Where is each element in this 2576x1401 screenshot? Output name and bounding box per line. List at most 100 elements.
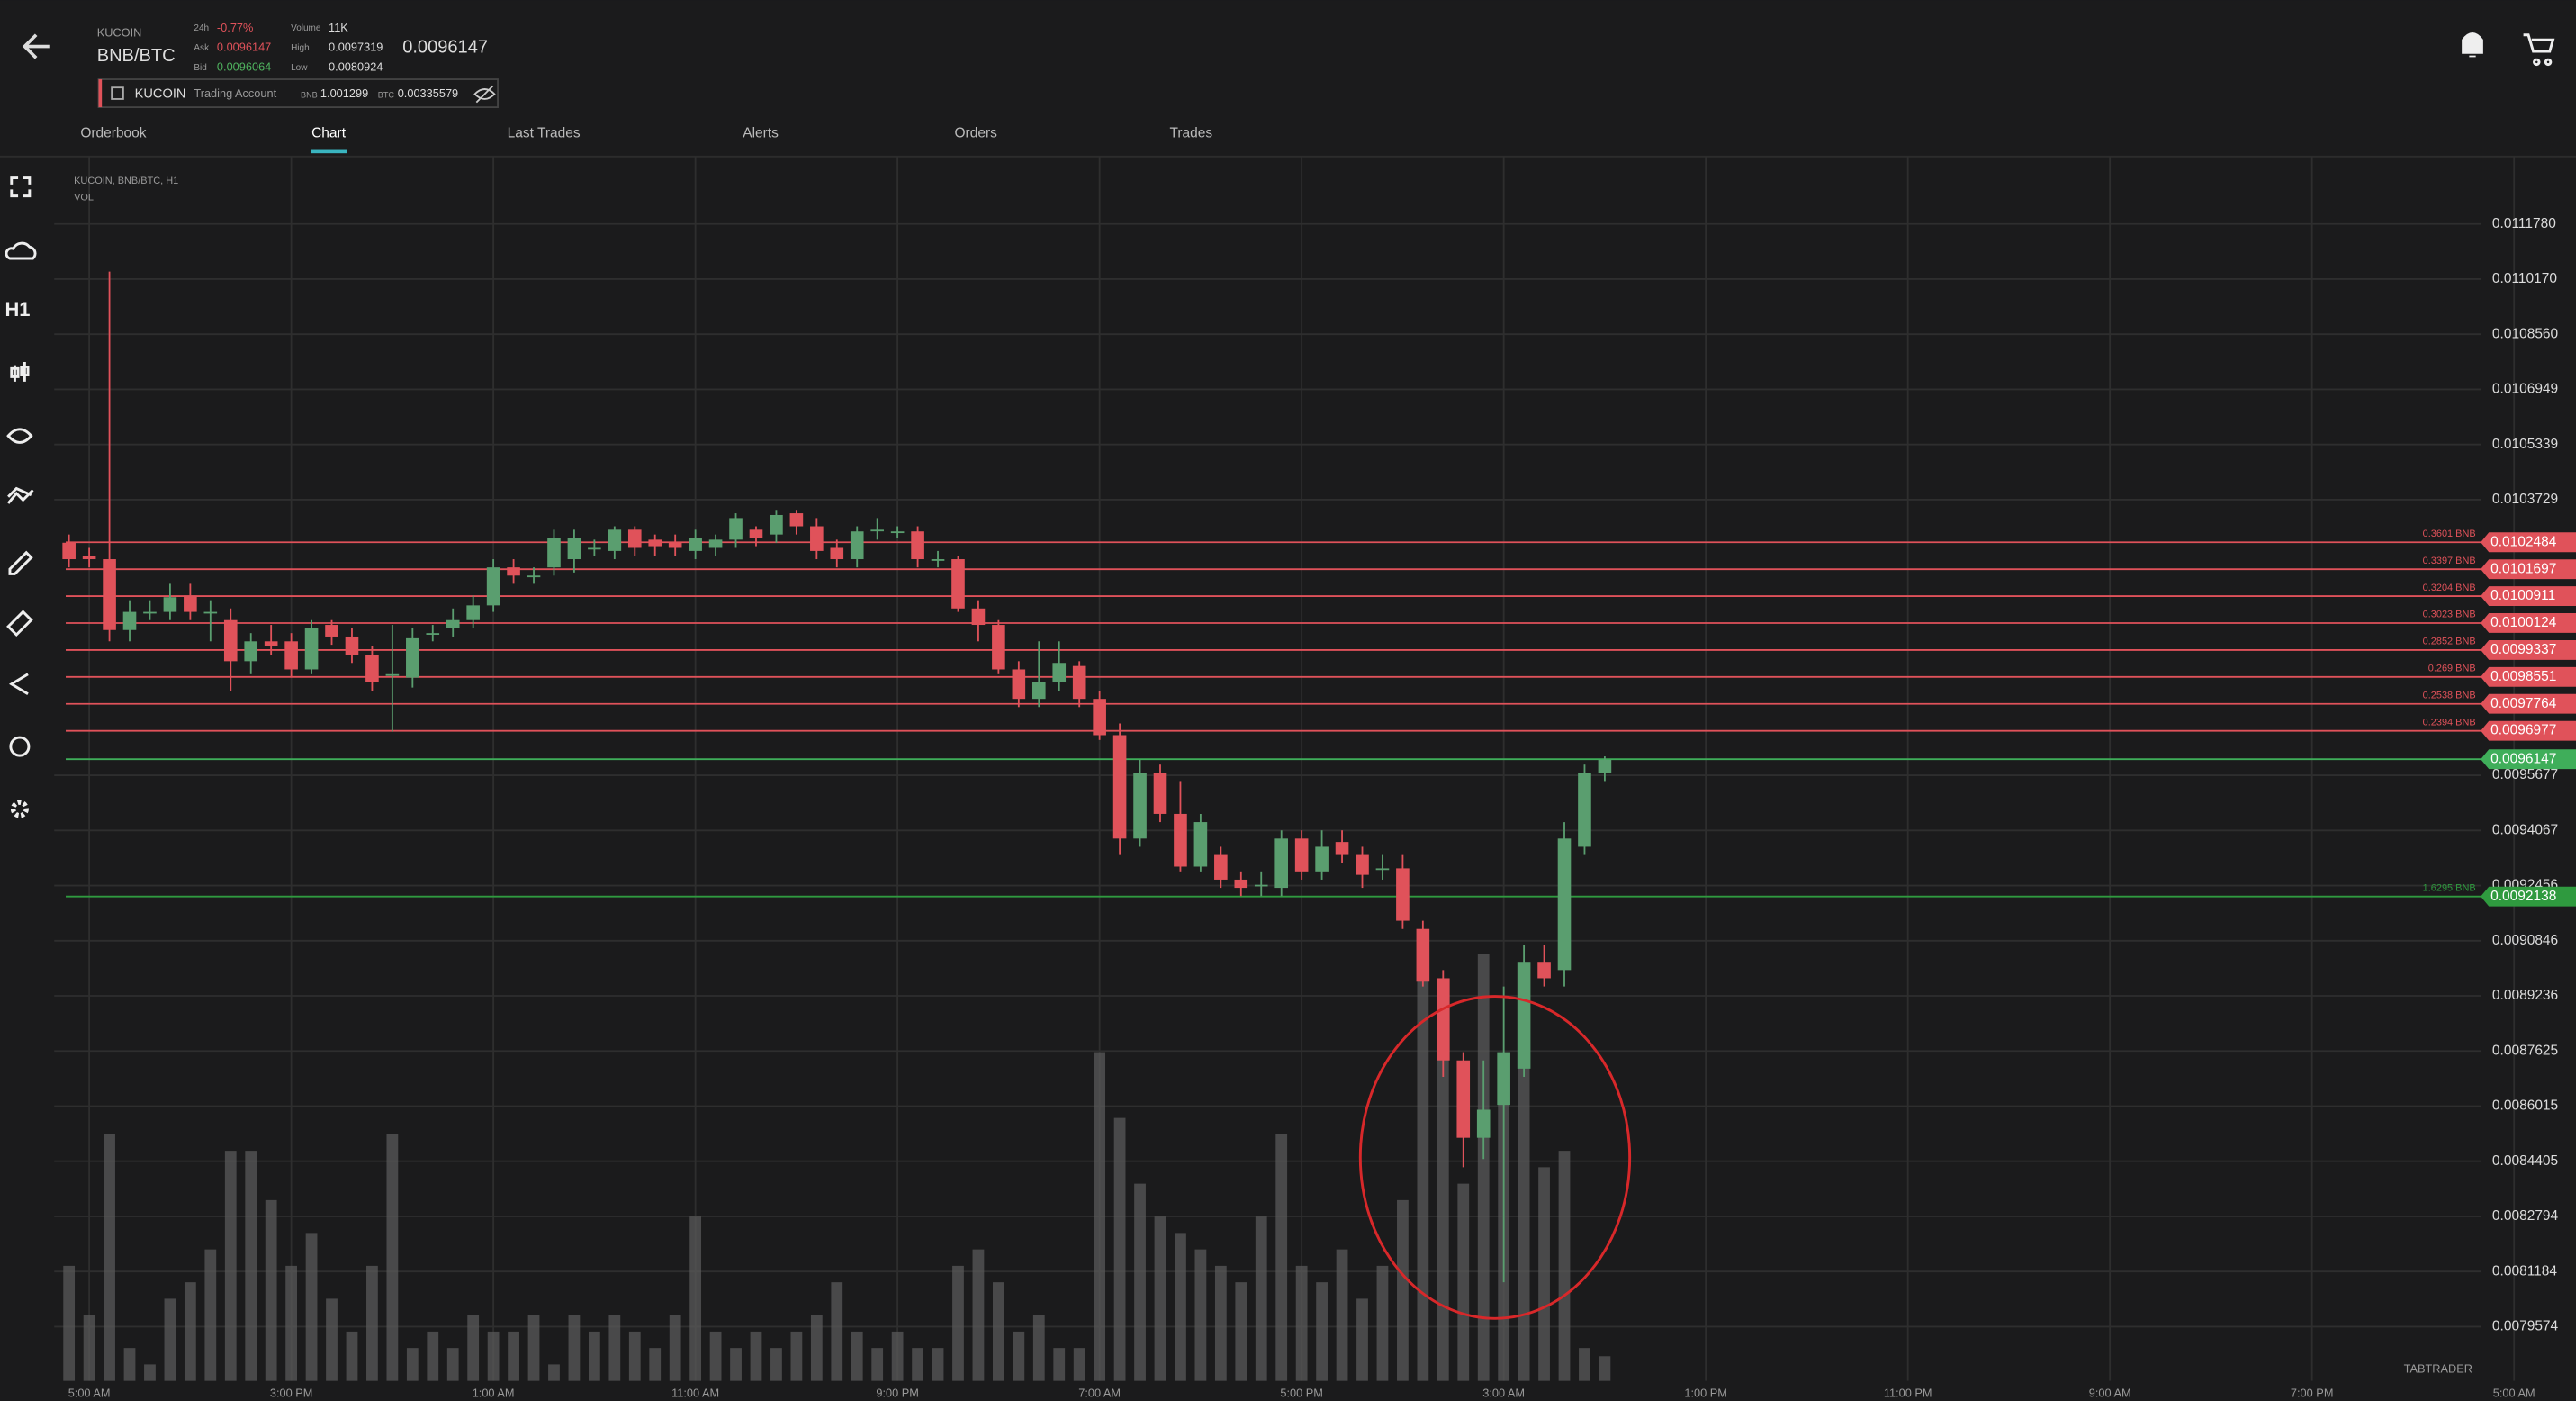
price-tag[interactable] (2481, 559, 2576, 580)
indicators-icon[interactable] (7, 486, 34, 504)
timeframe[interactable]: H1 (5, 298, 30, 321)
price-tag[interactable] (2481, 613, 2576, 633)
x-tick-label: 11:00 AM (671, 1387, 719, 1400)
ruler-icon[interactable] (6, 610, 33, 637)
volume-bar (1175, 1233, 1186, 1381)
back-button[interactable] (22, 33, 50, 59)
cloud-icon[interactable] (5, 241, 37, 260)
tab[interactable]: Last Trades (508, 125, 581, 140)
cart-icon[interactable] (2523, 33, 2555, 67)
volume-bar (730, 1348, 742, 1381)
y-tick-label: 0.0084405 (2492, 1153, 2558, 1169)
share-icon[interactable] (8, 673, 29, 695)
volume-bar (1073, 1348, 1085, 1381)
change: -0.77% (217, 21, 253, 34)
candle-body (223, 619, 238, 662)
order-amount: 0.3204 BNB (2423, 583, 2476, 593)
watermark: TABTRADER (2404, 1361, 2472, 1375)
x-tick-label: 1:00 AM (473, 1387, 515, 1400)
x-tick-label: 3:00 AM (1482, 1387, 1525, 1400)
tab-indicator (310, 149, 347, 154)
candle-body (143, 611, 157, 614)
candle-body (304, 628, 319, 670)
hide-icon[interactable] (473, 85, 496, 104)
volume-bar (993, 1282, 1004, 1381)
account-exchange: KUCOIN (135, 86, 186, 101)
x-tick-label: 1:00 PM (1684, 1387, 1727, 1400)
price-tag[interactable] (2481, 693, 2576, 714)
help-icon[interactable] (9, 736, 31, 757)
candle-body (365, 655, 379, 682)
candle-body (1437, 978, 1450, 1061)
alerts-icon[interactable] (2462, 32, 2483, 58)
y-tick-label: 0.0089236 (2492, 988, 2558, 1003)
volume-bar (508, 1331, 519, 1381)
y-tick-label: 0.0094067 (2492, 822, 2558, 837)
volume-bar (83, 1315, 95, 1381)
volume-bar (548, 1364, 560, 1381)
candle-body (971, 608, 986, 626)
candle-body (82, 556, 96, 560)
x-tick-label: 7:00 PM (2291, 1387, 2334, 1400)
x-tick-label: 11:00 PM (1884, 1387, 1932, 1400)
order-amount: 0.3601 BNB (2423, 529, 2476, 539)
label: Low (291, 63, 308, 73)
candle-body (1031, 682, 1046, 700)
order-amount: 1.6295 BNB (2423, 882, 2476, 893)
tab[interactable]: Chart (311, 125, 347, 140)
candles-icon[interactable] (10, 361, 30, 382)
candle-body (1416, 928, 1430, 982)
candle-body (1274, 838, 1288, 889)
volume-bar (790, 1331, 803, 1381)
volume-bar (1235, 1282, 1247, 1381)
candle-body (1375, 868, 1390, 871)
tab[interactable]: Alerts (743, 125, 779, 140)
volume-bar (527, 1315, 540, 1381)
price-tag[interactable] (2481, 666, 2576, 687)
price-tag[interactable] (2481, 886, 2576, 907)
order-amount: 0.3397 BNB (2423, 556, 2476, 566)
annotation-circle (1358, 995, 1632, 1320)
x-tick-label: 7:00 AM (1078, 1387, 1121, 1400)
volume-bar (144, 1364, 156, 1381)
tab[interactable]: Orderbook (80, 125, 146, 140)
draw-icon[interactable] (8, 550, 33, 575)
price-tag-label: 0.0102484 (2490, 534, 2557, 549)
label: High (291, 43, 310, 53)
candle-body (284, 641, 298, 670)
price-tag[interactable] (2481, 586, 2576, 607)
price-tag[interactable] (2481, 639, 2576, 660)
candle-body (830, 547, 844, 560)
price-tag[interactable] (2481, 749, 2576, 770)
view-icon[interactable] (6, 428, 33, 444)
volume-bar (265, 1199, 277, 1381)
price-tag-label: 0.0097764 (2490, 696, 2557, 711)
price-tag[interactable] (2481, 720, 2576, 741)
tab[interactable]: Trades (1169, 125, 1212, 140)
volume-bar (1255, 1216, 1267, 1381)
tab[interactable]: Orders (955, 125, 998, 140)
y-tick-label: 0.0111780 (2492, 216, 2556, 231)
candle-body (729, 518, 743, 540)
btc-balance: 0.00335579 (398, 86, 458, 100)
price-tag-label: 0.0096147 (2490, 751, 2556, 766)
volume-bar (1579, 1348, 1590, 1381)
price-tag-label: 0.0100124 (2490, 615, 2557, 630)
settings-icon[interactable] (10, 800, 29, 818)
x-tick-label: 3:00 PM (270, 1387, 313, 1400)
volume-bar (871, 1348, 884, 1381)
candle-body (810, 526, 824, 551)
volume-bar (305, 1233, 318, 1381)
x-tick-label: 5:00 AM (2493, 1387, 2535, 1400)
price-tag-label: 0.0100911 (2490, 588, 2555, 603)
candle-body (466, 605, 480, 620)
price-tag[interactable] (2481, 532, 2576, 553)
fullscreen-icon[interactable] (10, 176, 32, 198)
label: BNB (301, 91, 318, 100)
candle-body (103, 559, 116, 630)
volume-bar (1417, 936, 1429, 1381)
volume-bar (184, 1282, 196, 1381)
candle-body (1153, 773, 1167, 814)
volume-bar (1336, 1249, 1348, 1381)
candle-body (1294, 838, 1309, 872)
